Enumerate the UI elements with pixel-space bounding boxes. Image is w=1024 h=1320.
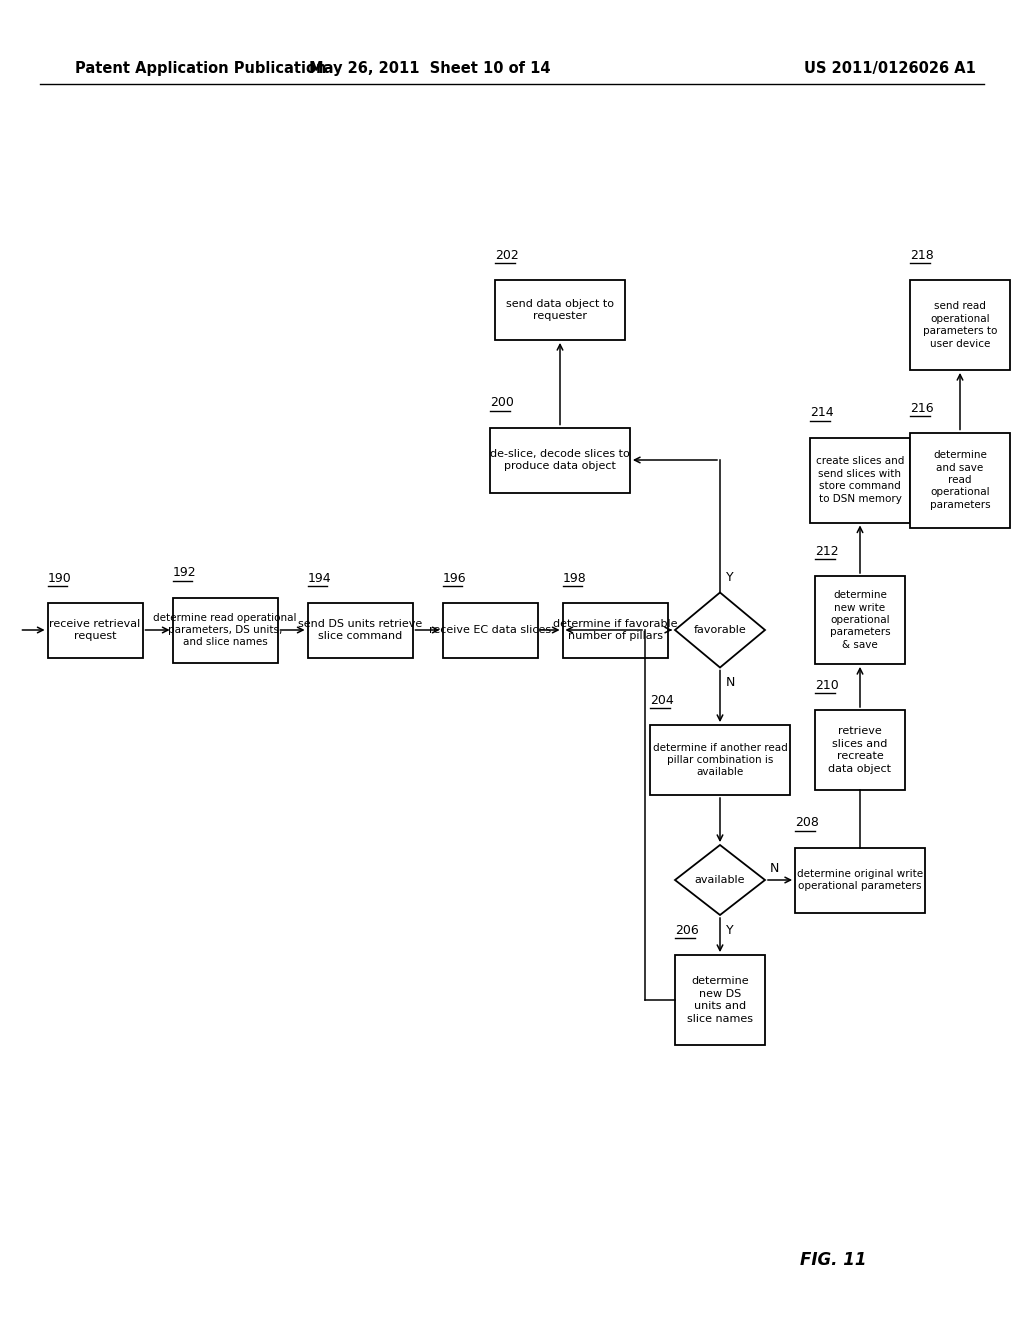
Text: determine
new DS
units and
slice names: determine new DS units and slice names xyxy=(687,977,753,1023)
Text: 200: 200 xyxy=(490,396,514,409)
Text: 208: 208 xyxy=(795,817,819,829)
Text: N: N xyxy=(726,676,735,689)
FancyBboxPatch shape xyxy=(307,602,413,657)
FancyBboxPatch shape xyxy=(815,710,905,789)
FancyBboxPatch shape xyxy=(47,602,142,657)
Text: create slices and
send slices with
store command
to DSN memory: create slices and send slices with store… xyxy=(816,457,904,504)
Text: determine if another read
pillar combination is
available: determine if another read pillar combina… xyxy=(652,743,787,777)
Text: send data object to
requester: send data object to requester xyxy=(506,298,614,321)
Text: 216: 216 xyxy=(910,401,934,414)
FancyBboxPatch shape xyxy=(675,954,765,1045)
Polygon shape xyxy=(675,845,765,915)
Text: 212: 212 xyxy=(815,545,839,558)
Text: N: N xyxy=(770,862,779,874)
Text: receive EC data slices: receive EC data slices xyxy=(429,624,551,635)
FancyBboxPatch shape xyxy=(495,280,625,341)
Text: 210: 210 xyxy=(815,678,839,692)
FancyBboxPatch shape xyxy=(650,725,790,795)
Polygon shape xyxy=(675,593,765,668)
Text: 214: 214 xyxy=(810,407,834,420)
Text: de-slice, decode slices to
produce data object: de-slice, decode slices to produce data … xyxy=(490,449,630,471)
Text: retrieve
slices and
recreate
data object: retrieve slices and recreate data object xyxy=(828,726,892,774)
Text: send DS units retrieve
slice command: send DS units retrieve slice command xyxy=(298,619,422,642)
Text: May 26, 2011  Sheet 10 of 14: May 26, 2011 Sheet 10 of 14 xyxy=(309,61,551,75)
FancyBboxPatch shape xyxy=(442,602,538,657)
Text: send read
operational
parameters to
user device: send read operational parameters to user… xyxy=(923,301,997,348)
Text: US 2011/0126026 A1: US 2011/0126026 A1 xyxy=(804,61,976,75)
FancyBboxPatch shape xyxy=(815,576,905,664)
Text: Patent Application Publication: Patent Application Publication xyxy=(75,61,327,75)
FancyBboxPatch shape xyxy=(795,847,925,912)
Text: 194: 194 xyxy=(307,572,331,585)
FancyBboxPatch shape xyxy=(910,433,1010,528)
Text: receive retrieval
request: receive retrieval request xyxy=(49,619,140,642)
Text: determine if favorable
number of pillars: determine if favorable number of pillars xyxy=(553,619,677,642)
Text: 196: 196 xyxy=(442,572,466,585)
Text: 190: 190 xyxy=(47,572,72,585)
FancyBboxPatch shape xyxy=(810,437,910,523)
Text: 202: 202 xyxy=(495,249,519,261)
Text: determine
new write
operational
parameters
& save: determine new write operational paramete… xyxy=(829,590,890,649)
Text: determine read operational
parameters, DS units,
and slice names: determine read operational parameters, D… xyxy=(154,612,297,647)
Text: 204: 204 xyxy=(650,694,674,708)
Text: available: available xyxy=(694,875,745,884)
Text: 206: 206 xyxy=(675,924,698,937)
Text: determine
and save
read
operational
parameters: determine and save read operational para… xyxy=(930,450,990,510)
FancyBboxPatch shape xyxy=(490,428,630,492)
FancyBboxPatch shape xyxy=(172,598,278,663)
Text: Y: Y xyxy=(726,572,733,583)
Text: 218: 218 xyxy=(910,249,934,261)
Text: 198: 198 xyxy=(562,572,587,585)
Text: determine original write
operational parameters: determine original write operational par… xyxy=(797,869,923,891)
Text: favorable: favorable xyxy=(693,624,746,635)
Text: FIG. 11: FIG. 11 xyxy=(800,1251,866,1269)
Text: Y: Y xyxy=(726,924,733,936)
FancyBboxPatch shape xyxy=(910,280,1010,370)
FancyBboxPatch shape xyxy=(562,602,668,657)
Text: 192: 192 xyxy=(172,566,197,579)
